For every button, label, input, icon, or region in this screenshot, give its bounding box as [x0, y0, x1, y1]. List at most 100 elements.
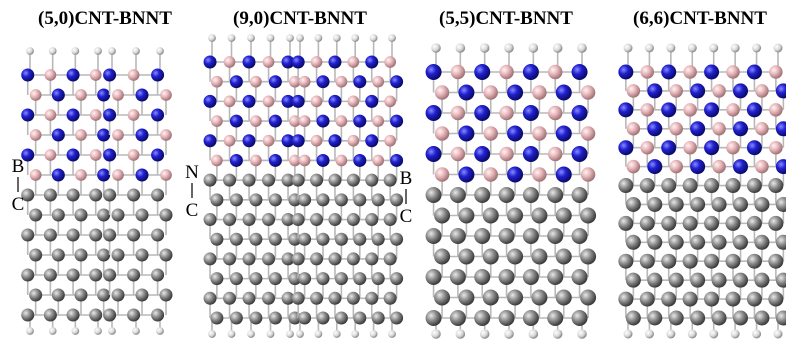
nitrogen-atom — [733, 159, 748, 174]
carbon-atom — [683, 216, 698, 231]
carbon-atom — [328, 174, 341, 187]
boron-atom — [548, 147, 562, 161]
panel-title: (9,0)CNT-BNNT — [233, 8, 367, 29]
carbon-atom — [112, 249, 125, 262]
hydrogen-atom — [645, 330, 654, 339]
carbon-atom — [704, 254, 719, 269]
boron-atom — [669, 84, 683, 98]
carbon-atom — [690, 273, 705, 288]
nitrogen-atom — [733, 121, 748, 136]
nitrogen-atom — [390, 75, 403, 88]
hydrogen-atom — [26, 327, 34, 335]
carbon-atom — [269, 272, 282, 285]
nitrogen-atom — [103, 69, 116, 82]
carbon-atom — [661, 292, 676, 307]
boron-atom — [160, 169, 172, 181]
carbon-atom — [390, 193, 403, 206]
hydrogen-atom — [156, 47, 164, 55]
nitrogen-atom — [572, 64, 588, 80]
carbon-atom — [75, 289, 88, 302]
carbon-atom — [127, 269, 140, 282]
boron-atom — [45, 109, 57, 121]
boron-atom — [548, 65, 562, 79]
carbon-atom — [67, 229, 80, 242]
nitrogen-atom — [474, 105, 490, 121]
bond-label: C — [12, 194, 25, 215]
nitrogen-atom — [136, 129, 149, 142]
nitrogen-atom — [704, 65, 719, 80]
carbon-atom — [499, 269, 515, 285]
carbon-atom — [523, 187, 539, 203]
carbon-atom — [572, 269, 588, 285]
carbon-atom — [669, 197, 684, 212]
nitrogen-atom — [704, 140, 719, 155]
carbon-atom — [97, 209, 110, 222]
carbon-atom — [531, 290, 547, 306]
carbon-atom — [127, 309, 140, 322]
carbon-atom — [483, 290, 499, 306]
boron-atom — [160, 89, 172, 101]
boron-atom — [499, 147, 513, 161]
nitrogen-atom — [747, 140, 762, 155]
carbon-atom — [776, 197, 786, 212]
nitrogen-atom — [52, 169, 65, 182]
boron-atom — [348, 135, 360, 147]
carbon-atom — [52, 289, 65, 302]
boron-atom — [641, 141, 655, 155]
carbon-atom — [262, 213, 275, 226]
carbon-atom — [75, 209, 88, 222]
hydrogen-atom — [388, 34, 396, 42]
hydrogen-atom — [529, 329, 539, 339]
carbon-atom — [160, 249, 173, 262]
carbon-atom — [292, 213, 305, 226]
carbon-atom — [347, 213, 360, 226]
panel-title: (6,6)CNT-BNNT — [633, 8, 767, 29]
carbon-atom — [204, 252, 217, 265]
nitrogen-atom — [776, 83, 786, 98]
hydrogen-atom — [688, 330, 697, 339]
hydrogen-atom — [247, 330, 255, 338]
nitrogen-atom — [97, 169, 110, 182]
carbon-atom — [450, 269, 466, 285]
carbon-atom — [626, 235, 641, 250]
carbon-atom — [747, 292, 762, 307]
carbon-atom — [474, 310, 490, 326]
nitrogen-atom — [103, 149, 116, 162]
boron-atom — [384, 56, 396, 68]
bond-label: C — [400, 206, 413, 227]
nitrogen-atom — [136, 169, 149, 182]
carbon-atom — [160, 289, 173, 302]
carbon-atom — [230, 312, 243, 325]
boron-atom — [499, 106, 513, 120]
hydrogen-atom — [480, 43, 490, 53]
carbon-atom — [103, 229, 116, 242]
nitrogen-atom — [317, 154, 330, 167]
carbon-atom — [243, 292, 256, 305]
nitrogen-atom — [690, 159, 705, 174]
boron-atom — [160, 129, 172, 141]
carbon-atom — [127, 189, 140, 202]
carbon-atom — [669, 273, 684, 288]
boron-atom — [683, 65, 697, 79]
boron-atom — [451, 147, 465, 161]
boron-atom — [712, 122, 726, 136]
carbon-atom — [572, 187, 588, 203]
carbon-atom — [44, 309, 57, 322]
nitrogen-atom — [328, 56, 341, 69]
hydrogen-atom — [388, 330, 396, 338]
carbon-atom — [136, 289, 149, 302]
panel-title: (5,0)CNT-BNNT — [38, 8, 172, 29]
hydrogen-atom — [286, 330, 294, 338]
hydrogen-atom — [709, 44, 718, 53]
boron-atom — [30, 169, 42, 181]
carbon-atom — [353, 272, 366, 285]
carbon-atom — [103, 309, 116, 322]
boron-atom — [435, 85, 449, 99]
nitrogen-atom — [317, 75, 330, 88]
hydrogen-atom — [351, 34, 359, 42]
carbon-atom — [669, 311, 684, 326]
carbon-atom — [426, 269, 442, 285]
nitrogen-atom — [618, 102, 633, 117]
carbon-atom — [556, 249, 572, 265]
carbon-atom — [230, 193, 243, 206]
